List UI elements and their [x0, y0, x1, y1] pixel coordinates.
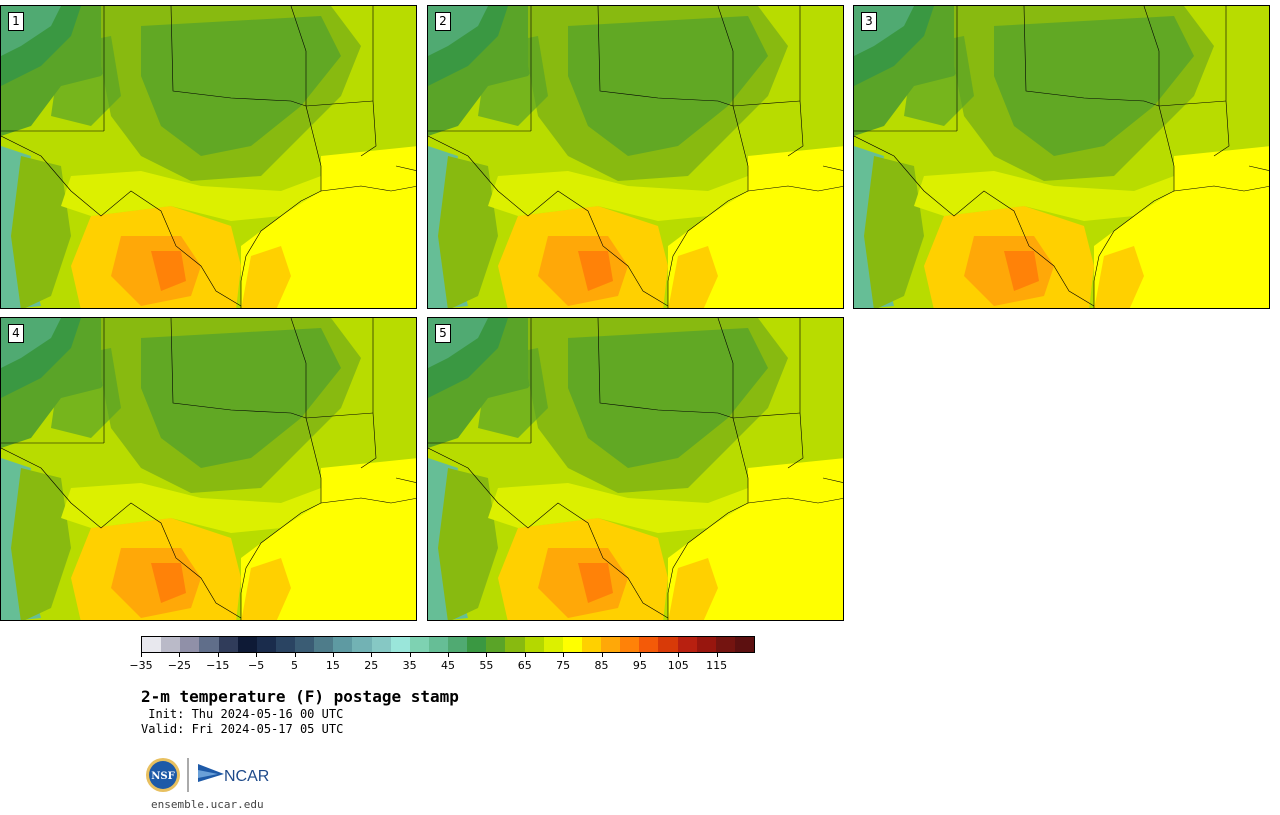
- colorbar-tick-label: 25: [364, 659, 379, 672]
- colorbar-tick-label: 15: [325, 659, 340, 672]
- colorbar-tick: [294, 653, 296, 657]
- postage-stamp-panel-4: 4: [0, 317, 417, 621]
- colorbar-swatch: [467, 637, 487, 652]
- colorbar-swatch: [639, 637, 659, 652]
- colorbar-tick-label: 85: [594, 659, 609, 672]
- postage-stamp-panel-3: 3: [853, 5, 1270, 309]
- colorbar-tick-label: 55: [479, 659, 494, 672]
- valid-time: Valid: Fri 2024-05-17 05 UTC: [141, 722, 344, 736]
- postage-stamp-panel-1: 1: [0, 5, 417, 309]
- colorbar-tick-label: −25: [167, 659, 191, 672]
- colorbar-tick: [639, 653, 641, 657]
- colorbar: [141, 636, 755, 653]
- colorbar-tick: [524, 653, 526, 657]
- colorbar-swatch: [371, 637, 391, 652]
- colorbar-swatch: [715, 637, 735, 652]
- colorbar-swatch: [486, 637, 506, 652]
- colorbar-swatch: [448, 637, 468, 652]
- colorbar-swatch: [314, 637, 334, 652]
- colorbar-swatch: [428, 637, 448, 652]
- colorbar-tick-label: 35: [402, 659, 417, 672]
- member-label: 4: [8, 324, 24, 343]
- colorbar-tick-label: 95: [632, 659, 647, 672]
- colorbar-tick: [141, 653, 142, 657]
- colorbar-swatch: [734, 637, 754, 652]
- colorbar-tick: [448, 653, 449, 657]
- colorbar-swatch: [218, 637, 238, 652]
- colorbar-swatch: [562, 637, 582, 652]
- colorbar-swatch: [180, 637, 200, 652]
- colorbar-tick-label: 75: [556, 659, 571, 672]
- colorbar-swatch: [543, 637, 563, 652]
- colorbar-swatch: [142, 637, 162, 652]
- colorbar-swatch: [295, 637, 315, 652]
- colorbar-swatch: [696, 637, 716, 652]
- colorbar-tick-label: 5: [291, 659, 298, 672]
- colorbar-tick: [678, 653, 680, 657]
- nsf-ncar-logo: NSF NCAR: [146, 758, 269, 792]
- colorbar-tick-label: −5: [248, 659, 265, 672]
- colorbar-swatch: [505, 637, 525, 652]
- member-label: 1: [8, 12, 24, 31]
- postage-stamp-panel-2: 2: [427, 5, 844, 309]
- colorbar-tick-label: 115: [706, 659, 728, 672]
- colorbar-swatch: [524, 637, 544, 652]
- colorbar-ticks: −35 −25 −15 −5 5 15 25 35 45 55 65 75 85 95 105 115: [129, 653, 755, 673]
- colorbar-tick: [332, 653, 334, 657]
- colorbar-tick-label: −15: [206, 659, 230, 672]
- colorbar-swatch: [620, 637, 640, 652]
- colorbar-tick: [217, 653, 219, 657]
- colorbar-tick: [716, 653, 718, 657]
- colorbar-swatch: [658, 637, 678, 652]
- colorbar-tick: [486, 653, 488, 657]
- colorbar-swatch: [199, 637, 219, 652]
- plot-title: 2-m temperature (F) postage stamp: [141, 687, 459, 706]
- colorbar-tick: [371, 653, 373, 657]
- colorbar-tick-label: 45: [441, 659, 455, 672]
- ncar-logo-text: NCAR: [224, 768, 269, 785]
- colorbar-swatch: [352, 637, 372, 652]
- member-label: 3: [861, 12, 877, 31]
- colorbar-swatch: [256, 637, 276, 652]
- colorbar-swatch: [275, 637, 295, 652]
- colorbar-swatch: [161, 637, 181, 652]
- member-label: 5: [435, 324, 451, 343]
- colorbar-tick: [179, 653, 181, 657]
- colorbar-swatch: [601, 637, 621, 652]
- colorbar-tick: [563, 653, 565, 657]
- colorbar-tick-label: 105: [667, 659, 689, 672]
- colorbar-tick-label: 65: [517, 659, 532, 672]
- init-time: Init: Thu 2024-05-16 00 UTC: [141, 707, 344, 721]
- colorbar-tick: [409, 653, 411, 657]
- colorbar-swatch: [677, 637, 697, 652]
- colorbar-tick-label: −35: [129, 659, 153, 672]
- postage-stamp-panel-5: 5: [427, 317, 844, 621]
- colorbar-swatch: [237, 637, 257, 652]
- colorbar-swatch: [581, 637, 601, 652]
- colorbar-swatch: [333, 637, 353, 652]
- nsf-logo-text: NSF: [151, 771, 174, 782]
- colorbar-tick: [601, 653, 603, 657]
- member-label: 2: [435, 12, 451, 31]
- colorbar-swatch: [390, 637, 410, 652]
- colorbar-tick: [256, 653, 258, 657]
- colorbar-swatch: [409, 637, 429, 652]
- site-url: ensemble.ucar.edu: [151, 798, 264, 811]
